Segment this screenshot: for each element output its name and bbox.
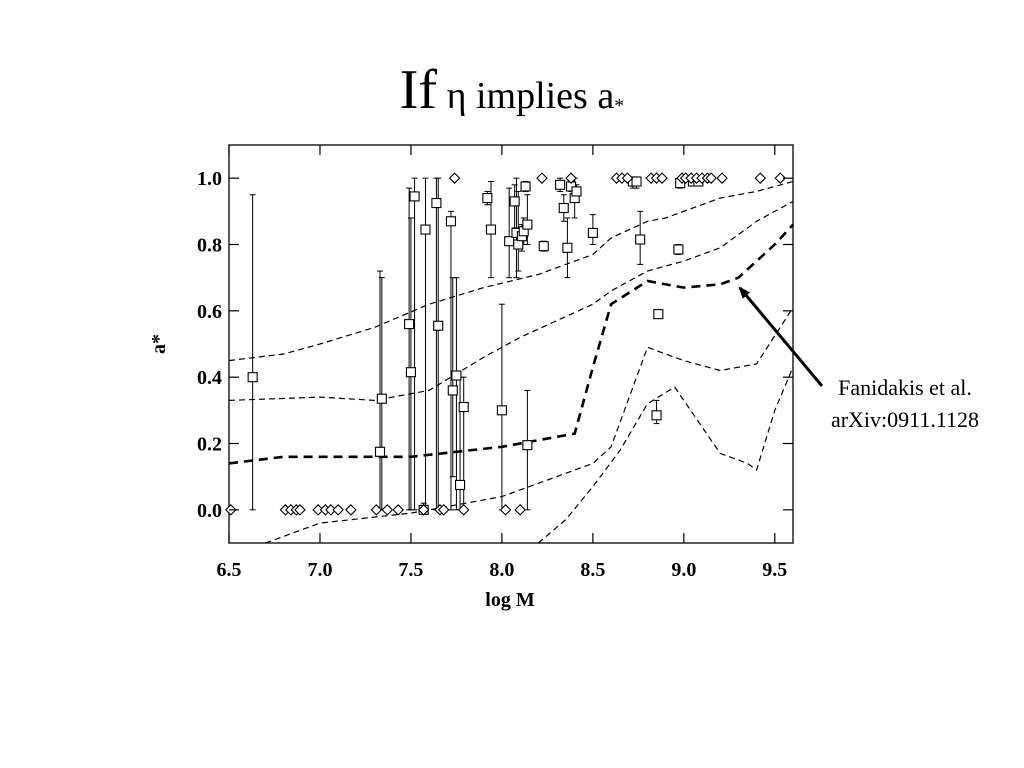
data-point-square <box>409 191 420 202</box>
x-tick-label: 8.5 <box>580 559 605 581</box>
data-point-square <box>504 236 515 247</box>
data-point-diamond <box>656 172 668 184</box>
data-point-square <box>433 320 444 331</box>
plot-frame <box>228 144 794 544</box>
y-tick-label: 1.0 <box>197 168 222 190</box>
markers-layer <box>225 172 787 516</box>
slide-title: If η implies a* <box>0 58 1024 122</box>
title-subscript: * <box>614 95 625 118</box>
title-rest: η implies a <box>437 75 615 117</box>
data-point-square <box>496 405 507 416</box>
curves-layer <box>228 180 794 544</box>
data-point-square <box>404 319 415 330</box>
x-tick-label: 6.5 <box>217 559 242 581</box>
data-point-square <box>509 196 520 207</box>
data-point-square <box>482 193 493 204</box>
data-point-square <box>651 410 662 421</box>
data-point-square <box>562 242 573 253</box>
errorbars-layer <box>249 177 702 514</box>
model-curve-1 <box>228 223 794 465</box>
model-curve-5 <box>537 366 794 544</box>
data-point-diamond <box>457 504 470 516</box>
data-point-diamond <box>705 172 717 184</box>
data-point-diamond <box>332 504 344 516</box>
data-point-square <box>520 181 531 192</box>
data-point-diamond <box>565 172 577 184</box>
data-point-square <box>522 219 533 230</box>
data-point-square <box>451 370 462 381</box>
y-tick-label: 0.2 <box>197 434 222 456</box>
data-point-square <box>631 176 642 187</box>
data-point-diamond <box>774 172 787 184</box>
data-point-square <box>445 216 457 227</box>
data-point-square <box>653 309 664 320</box>
data-point-diamond <box>345 504 357 516</box>
data-point-diamond <box>381 504 394 516</box>
citation-authors: Fanidakis et al. <box>838 375 972 400</box>
model-curve-2 <box>228 180 794 362</box>
model-curve-4 <box>265 307 794 544</box>
data-point-diamond <box>621 172 634 184</box>
data-point-diamond <box>437 504 450 516</box>
data-point-square <box>635 234 646 245</box>
x-axis-label: log M <box>485 589 535 611</box>
data-point-square <box>513 239 524 250</box>
data-point-square <box>558 202 569 214</box>
data-point-square <box>538 241 549 252</box>
x-tick-label: 8.0 <box>489 559 514 581</box>
data-point-diamond <box>448 172 461 184</box>
citation-annotation: Fanidakis et al. arXiv:0911.1128 <box>790 372 1020 436</box>
annotation-arrow <box>738 286 824 387</box>
data-point-square <box>673 244 684 255</box>
data-point-square <box>522 440 533 451</box>
x-tick-label: 9.0 <box>671 559 696 581</box>
data-point-square <box>247 372 258 383</box>
y-tick-label: 0.4 <box>197 367 222 389</box>
data-point-diamond <box>536 172 548 184</box>
axes-layer: 6.5 7.0 7.5 8.0 8.5 9.0 9.5 0.0 0.2 0.4 0.6 0.8 1.0 <box>197 145 793 581</box>
data-point-square <box>376 393 387 404</box>
data-point-diamond <box>392 504 404 516</box>
y-tick-label: 0.0 <box>197 500 222 522</box>
data-point-square <box>405 367 416 378</box>
data-point-diamond <box>370 504 383 516</box>
data-point-square <box>374 446 386 457</box>
data-point-square <box>455 479 466 491</box>
y-tick-label: 0.8 <box>197 235 222 257</box>
data-point-square <box>587 227 598 238</box>
data-point-square <box>555 179 566 190</box>
y-axis-label: a* <box>148 334 170 354</box>
data-point-square <box>571 186 582 197</box>
data-point-diamond <box>294 504 306 516</box>
data-point-diamond <box>514 504 526 516</box>
model-curve-3 <box>228 200 794 402</box>
x-tick-label: 7.5 <box>398 559 423 581</box>
data-point-square <box>431 197 442 209</box>
data-point-square <box>485 224 497 235</box>
data-point-square <box>447 385 458 396</box>
x-tick-label: 9.5 <box>762 559 787 581</box>
x-tick-label: 7.0 <box>307 559 332 581</box>
y-tick-label: 0.6 <box>197 301 222 323</box>
data-point-diamond <box>754 172 767 184</box>
data-point-diamond <box>417 504 430 516</box>
data-point-diamond <box>499 504 512 516</box>
data-point-square <box>458 401 469 413</box>
data-point-diamond <box>716 172 728 184</box>
data-point-square <box>420 224 431 235</box>
citation-arxiv: arXiv:0911.1128 <box>830 407 980 432</box>
title-main: If <box>399 59 438 121</box>
